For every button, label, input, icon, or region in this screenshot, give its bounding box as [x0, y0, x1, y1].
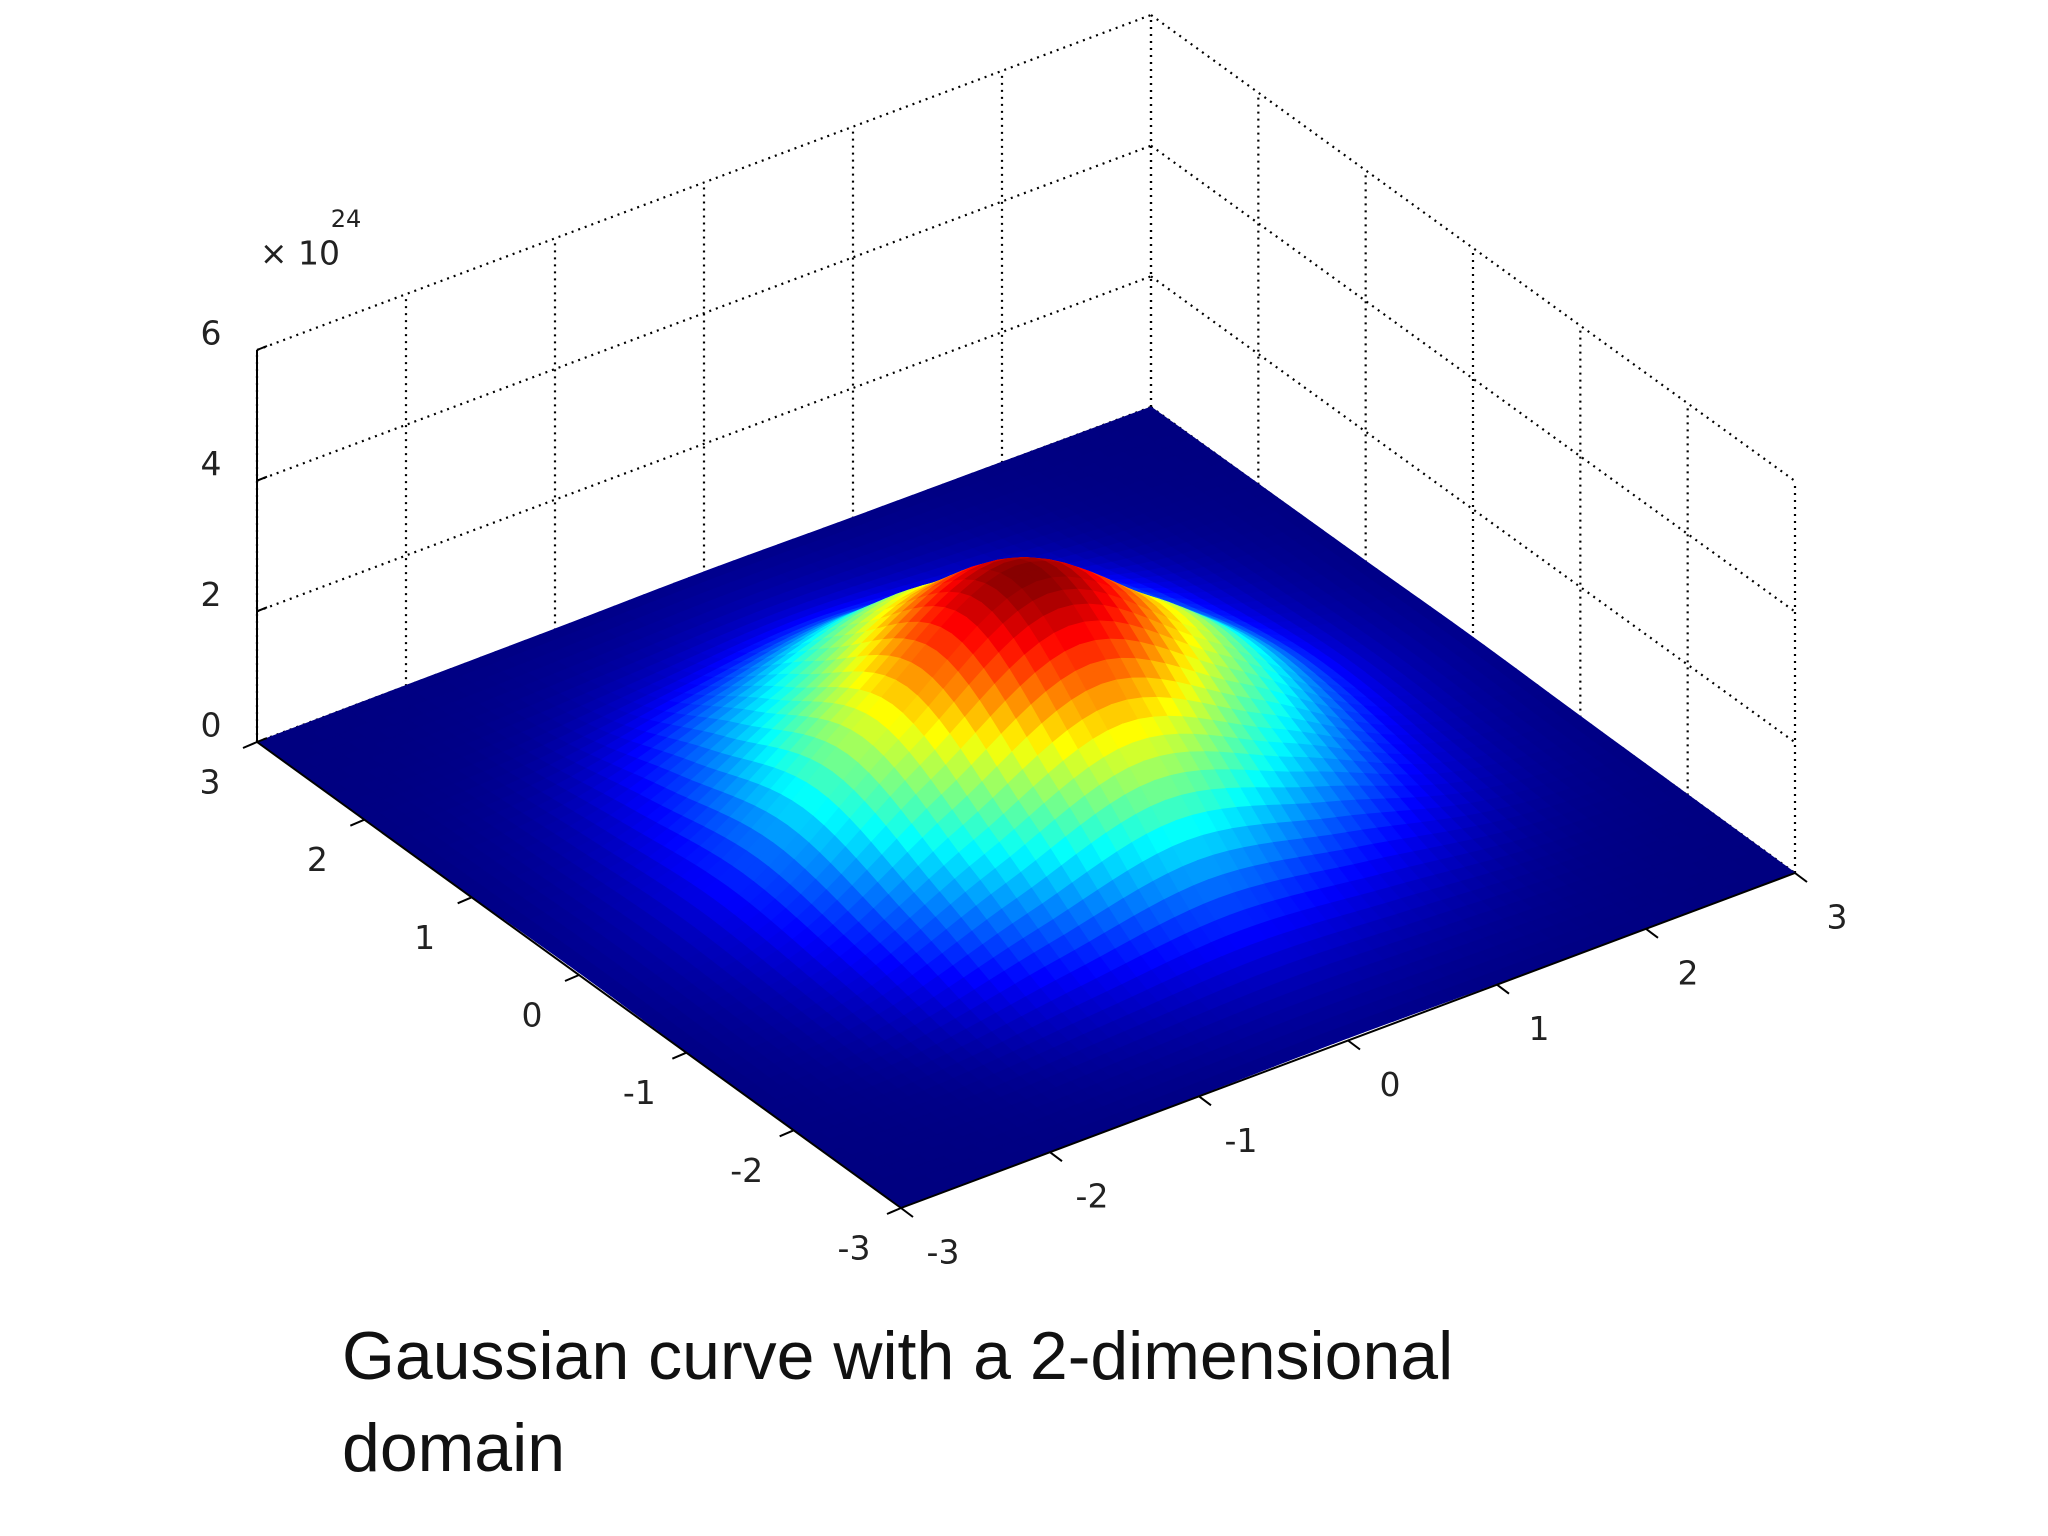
y-tick: [671, 1051, 687, 1060]
z-tick: [256, 737, 268, 743]
z-exponent: 24: [331, 205, 362, 233]
z-tick-label: 4: [201, 444, 222, 483]
x-tick-label: 3: [1827, 898, 1848, 937]
y-tick: [886, 1207, 902, 1215]
x-tick-label: 2: [1678, 953, 1699, 992]
y-tick-label: 3: [200, 763, 221, 802]
x-tick-label: 0: [1380, 1065, 1401, 1104]
grid-line: [256, 144, 1152, 482]
y-tick: [457, 896, 473, 905]
y-tick: [349, 818, 365, 827]
y-tick: [779, 1129, 795, 1138]
y-tick-label: 0: [522, 996, 543, 1035]
x-tick: [1049, 1151, 1063, 1162]
x-tick: [1347, 1039, 1361, 1051]
x-tick-label: -3: [927, 1233, 960, 1272]
z-tick-label: 2: [201, 575, 222, 614]
x-tick: [900, 1207, 914, 1218]
z-tick: [256, 606, 268, 613]
z-tick-label: 0: [201, 706, 222, 745]
z-tick-label: 6: [201, 314, 222, 353]
x-tick: [1198, 1095, 1212, 1107]
x-tick: [1496, 983, 1510, 995]
y-tick-label: -1: [623, 1073, 656, 1112]
y-tick: [242, 741, 258, 749]
x-tick-label: -2: [1076, 1177, 1109, 1216]
grid-line: [1150, 14, 1796, 482]
z-multiplier: × 10: [260, 234, 340, 273]
caption: Gaussian curve with a 2-dimensional doma…: [342, 1318, 1454, 1486]
z-tick: [256, 345, 268, 351]
y-tick-label: 1: [414, 918, 435, 957]
grid-line: [256, 13, 1152, 352]
x-tick: [1645, 928, 1659, 939]
grid-line: [256, 275, 1152, 613]
x-tick: [1794, 872, 1808, 883]
y-tick-label: -2: [730, 1151, 763, 1190]
x-tick-label: -1: [1225, 1121, 1258, 1160]
y-tick-label: 2: [307, 840, 328, 879]
y-tick-label: -3: [838, 1229, 871, 1268]
y-tick: [564, 974, 580, 982]
z-tick: [256, 475, 268, 482]
x-tick-label: 1: [1529, 1009, 1550, 1048]
